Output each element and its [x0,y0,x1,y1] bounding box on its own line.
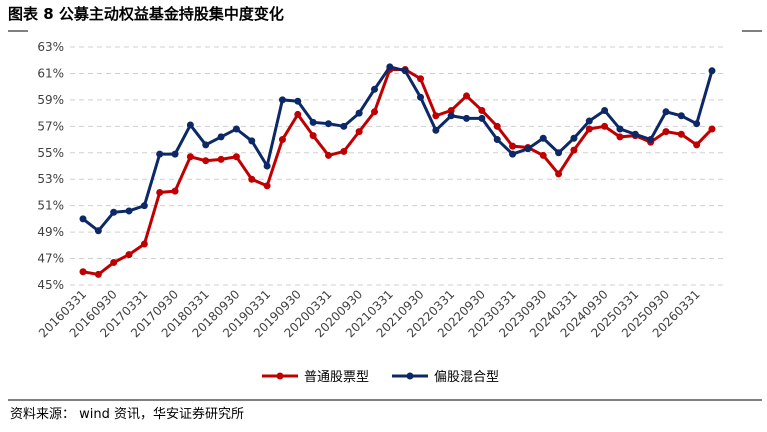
y-tick-label: 59% [37,93,64,107]
y-tick-label: 63% [37,40,64,54]
point [432,126,440,134]
point [708,67,716,75]
point [677,130,685,138]
point [570,146,578,154]
point [94,227,102,235]
point [370,85,378,93]
point [693,120,701,128]
point [202,157,210,165]
point [693,141,701,149]
point [309,132,317,140]
point [570,134,578,142]
point [493,122,501,130]
point [463,114,471,122]
legend-label: 偏股混合型 [434,370,499,385]
point [94,270,102,278]
series-line [82,65,714,233]
point [186,121,194,129]
point [202,141,210,149]
point [186,153,194,161]
point [248,175,256,183]
point [324,151,332,159]
point [585,117,593,125]
point [110,259,118,267]
chart-title: 图表 8 公募主动权益基金持股集中度变化 [8,5,284,23]
point [324,120,332,128]
point [79,215,87,223]
point [79,268,87,276]
point [662,128,670,136]
point [555,149,563,157]
point [156,188,164,196]
y-tick-label: 53% [37,172,64,186]
point [478,114,486,122]
point [171,150,179,158]
y-tick-label: 51% [37,199,64,213]
y-tick-label: 55% [37,146,64,160]
y-tick-label: 57% [37,119,64,133]
point [125,207,133,215]
point [509,150,517,158]
point [447,106,455,114]
point [708,125,716,133]
point [110,208,118,216]
legend-label: 普通股票型 [304,370,369,385]
point [539,151,547,159]
point [616,133,624,141]
legend-marker [406,372,414,380]
point [401,67,409,75]
point [386,63,394,71]
point [493,136,501,144]
point [355,109,363,117]
point [217,133,225,141]
point [278,96,286,104]
point [677,112,685,120]
point [294,110,302,118]
point [463,92,471,100]
point [263,162,271,170]
point [232,153,240,161]
point [125,251,133,259]
point [140,240,148,248]
point [601,122,609,130]
point [585,125,593,133]
point [355,128,363,136]
point [370,108,378,116]
point [662,108,670,116]
point [232,125,240,133]
source: 资料来源： wind 资讯，华安证券研究所 [10,406,244,422]
point [631,130,639,138]
point [140,202,148,210]
point [509,142,517,150]
point [156,150,164,158]
point [601,106,609,114]
legend-marker [276,372,284,380]
point [171,187,179,195]
point [432,112,440,120]
point [417,75,425,83]
point [616,125,624,133]
point [248,137,256,145]
point [539,134,547,142]
point [294,97,302,105]
point [647,136,655,144]
point [524,145,532,153]
y-tick-label: 45% [37,278,64,292]
point [278,136,286,144]
point [555,170,563,178]
point [217,155,225,163]
y-tick-label: 47% [37,252,64,266]
point [309,118,317,126]
point [417,93,425,101]
y-tick-label: 49% [37,225,64,239]
point [340,122,348,130]
point [447,112,455,120]
y-tick-label: 61% [37,66,64,80]
point [340,147,348,155]
point [263,182,271,190]
point [478,106,486,114]
